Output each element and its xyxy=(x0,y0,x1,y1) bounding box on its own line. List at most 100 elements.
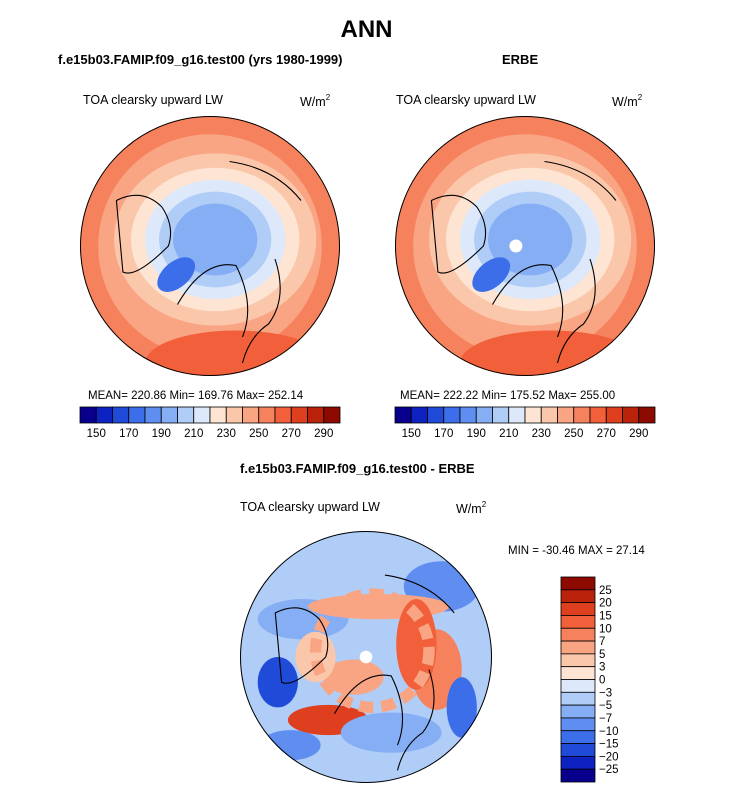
coastline xyxy=(177,264,249,338)
panel2-units-label: W/m2 xyxy=(612,93,643,109)
colorbar-tick-label: 190 xyxy=(467,428,486,440)
panel1-stats: MEAN= 220.86 Min= 169.76 Max= 252.14 xyxy=(88,390,304,402)
field-band xyxy=(488,203,573,276)
colorbar-tick-label: −15 xyxy=(599,739,619,751)
colorbar-tick-label: 210 xyxy=(499,428,518,440)
colorbar-swatch xyxy=(560,691,596,706)
panel1-title: f.e15b03.FAMIP.f09_g16.test00 (yrs 1980-… xyxy=(58,52,343,67)
colorbar-tick-label: 15 xyxy=(599,610,612,622)
panel1-units-label: W/m2 xyxy=(300,93,331,109)
panel2-colorbar: 150 170 190 210 230 250 270 290 xyxy=(394,406,656,440)
colorbar-swatch xyxy=(443,406,461,424)
colorbar-swatch xyxy=(177,406,195,424)
colorbar-swatch xyxy=(508,406,526,424)
panel1-colorbar: 150 170 190 210 230 250 270 290 xyxy=(79,406,341,440)
colorbar-swatch xyxy=(638,406,656,424)
field-ring xyxy=(309,588,435,714)
greenland-cold-patch xyxy=(157,257,196,292)
colorbar-tick-label: 290 xyxy=(314,428,333,440)
panel2-title: ERBE xyxy=(502,52,539,67)
coastline xyxy=(115,194,172,274)
colorbar-swatch xyxy=(427,406,445,424)
colorbar-tick-label: 250 xyxy=(249,428,268,440)
field-blob xyxy=(340,712,442,753)
map-field-3 xyxy=(240,531,492,783)
coastline xyxy=(544,160,617,201)
colorbar-swatch xyxy=(290,406,308,424)
colorbar-tick-label: 230 xyxy=(217,428,236,440)
colorbar-tick-label: 170 xyxy=(119,428,138,440)
colorbar-tick-label: −3 xyxy=(599,687,612,699)
coastline xyxy=(384,574,455,614)
colorbar-swatch xyxy=(209,406,227,424)
field-blob xyxy=(295,631,336,683)
colorbar-tick-label: −10 xyxy=(599,726,619,738)
pole-hole xyxy=(359,650,373,664)
field-blob xyxy=(260,730,321,761)
colorbar-swatch xyxy=(410,406,428,424)
colorbar-swatch xyxy=(323,406,341,424)
map-boundary xyxy=(80,116,340,376)
colorbar-swatch xyxy=(274,406,292,424)
colorbar-swatch xyxy=(524,406,542,424)
colorbar-swatch xyxy=(560,730,596,744)
pole-hole xyxy=(509,239,523,253)
colorbar-swatch xyxy=(560,679,596,693)
map-field-2 xyxy=(395,116,655,376)
colorbar-swatch xyxy=(307,406,325,424)
map-boundary xyxy=(240,531,492,783)
colorbar-swatch xyxy=(560,615,596,629)
main-title: ANN xyxy=(340,16,393,43)
colorbar-swatch xyxy=(560,640,596,655)
colorbar-swatch xyxy=(394,406,412,424)
colorbar-tick-label: 10 xyxy=(599,623,612,635)
panel3-variable-label: TOA clearsky upward LW xyxy=(240,500,380,514)
field-blob xyxy=(396,599,437,690)
colorbar-swatch xyxy=(112,406,130,424)
coastline xyxy=(241,258,281,364)
colorbar-tick-label: 7 xyxy=(599,636,605,648)
colorbar-tick-label: 190 xyxy=(152,428,171,440)
panel2-map xyxy=(395,116,655,376)
colorbar-swatch xyxy=(560,589,596,604)
colorbar-swatch xyxy=(573,406,591,424)
colorbar-swatch xyxy=(144,406,162,424)
field-blob xyxy=(257,657,298,708)
colorbar-swatch xyxy=(560,704,596,719)
warm-south-band xyxy=(460,330,642,376)
colorbar-tick-label: 230 xyxy=(532,428,551,440)
coastline xyxy=(556,258,596,364)
colorbar-tick-label: 20 xyxy=(599,598,612,610)
panel3-title: f.e15b03.FAMIP.f09_g16.test00 - ERBE xyxy=(240,461,475,476)
coastline xyxy=(334,674,404,746)
colorbar-tick-label: 3 xyxy=(599,662,605,674)
colorbar-swatch xyxy=(475,406,493,424)
colorbar-tick-label: 150 xyxy=(402,428,421,440)
colorbar-swatch xyxy=(589,406,607,424)
map-boundary xyxy=(395,116,655,376)
colorbar-swatch xyxy=(560,666,596,680)
colorbar-swatch xyxy=(258,406,276,424)
panel2-stats: MEAN= 222.22 Min= 175.52 Max= 255.00 xyxy=(400,390,616,402)
colorbar-swatch xyxy=(242,406,260,424)
colorbar-tick-label: −5 xyxy=(599,700,612,712)
coastline xyxy=(274,607,329,684)
colorbar-swatch xyxy=(128,406,146,424)
colorbar-swatch xyxy=(560,602,596,616)
colorbar-tick-label: −25 xyxy=(599,764,619,776)
coastline xyxy=(396,669,435,771)
colorbar-tick-label: 0 xyxy=(599,675,605,687)
colorbar-swatch xyxy=(622,406,640,424)
colorbar-swatch xyxy=(79,406,97,424)
colorbar-swatch xyxy=(560,743,596,757)
panel3-stats: MIN = -30.46 MAX = 27.14 xyxy=(508,545,645,557)
colorbar-swatch xyxy=(560,768,596,783)
panel1-map xyxy=(80,116,340,376)
colorbar-tick-label: 290 xyxy=(629,428,648,440)
colorbar-swatch xyxy=(492,406,510,424)
coastline xyxy=(229,160,302,201)
colorbar-swatch xyxy=(560,576,596,591)
colorbar-tick-label: 270 xyxy=(597,428,616,440)
colorbar-swatch xyxy=(193,406,211,424)
colorbar-tick-label: 210 xyxy=(184,428,203,440)
